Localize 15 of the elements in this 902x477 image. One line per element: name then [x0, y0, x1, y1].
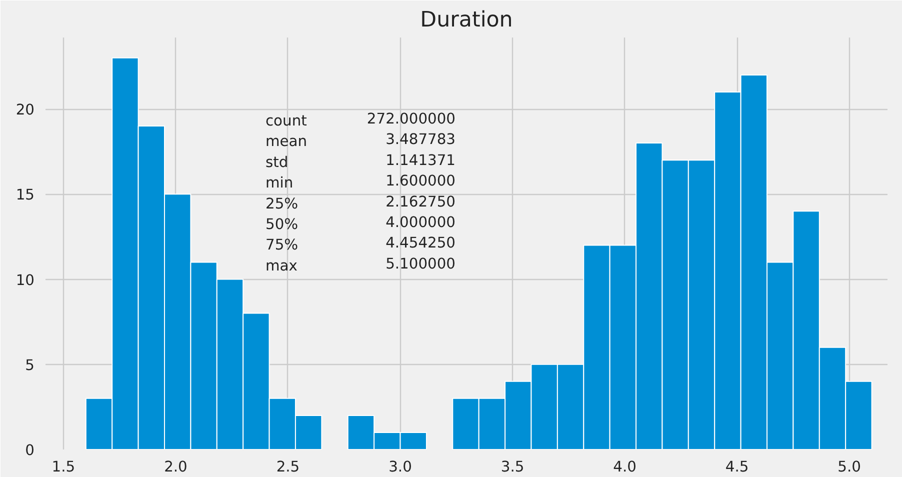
- x-tick-label: 2.5: [276, 458, 300, 476]
- y-tick-label: 20: [16, 102, 35, 119]
- chart-title: Duration: [420, 8, 513, 32]
- y-tick-label: 15: [16, 186, 35, 204]
- y-tick-label: 0: [25, 442, 35, 459]
- x-tick-label: 1.5: [52, 458, 76, 476]
- y-tick-label: 5: [25, 356, 35, 374]
- text: count 272.000000 mean 3.487783 std 1.141371 min 1.600000 25% 2.162750 50% 4.000000 75% 4.454250 max 5.100000: [266, 110, 456, 274]
- x-tick-label: 4.0: [613, 458, 636, 476]
- x-tick-label: 2.0: [164, 458, 188, 476]
- y-tick-label: 10: [16, 272, 35, 289]
- x-tick-label: 4.5: [725, 458, 749, 476]
- x-tick-label: 3.0: [388, 458, 412, 476]
- x-tick-label: 3.5: [500, 458, 524, 476]
- x-tick-label: 5.0: [838, 458, 861, 476]
